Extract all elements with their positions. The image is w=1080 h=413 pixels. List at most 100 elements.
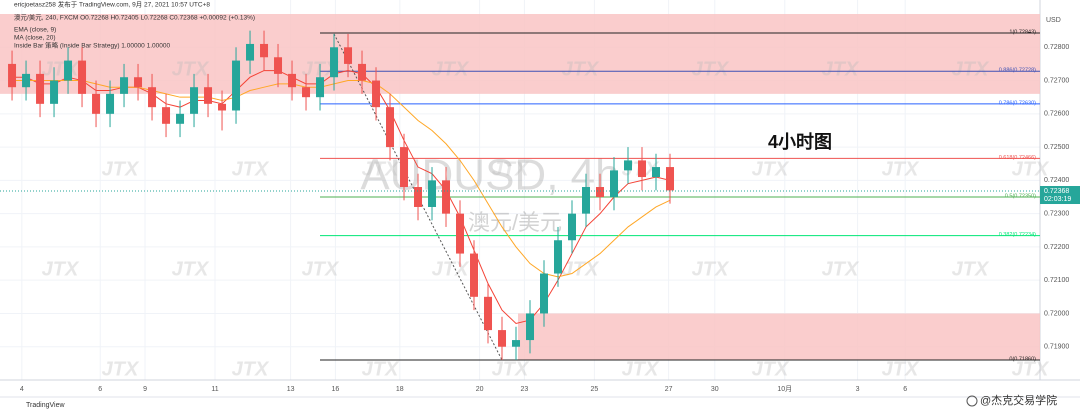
candle-body — [204, 87, 213, 104]
y-tick-label: 0.72300 — [1044, 210, 1069, 217]
x-tick-label: 9 — [143, 386, 147, 393]
candle-body — [330, 47, 339, 78]
fib-label: 0.786(0.72630) — [999, 100, 1036, 106]
candle-body — [134, 77, 143, 88]
last-price-tag — [1040, 186, 1080, 205]
credit: @杰克交易学院 — [980, 393, 1057, 407]
fib-label: 0.618(0.72466) — [999, 155, 1036, 161]
zone — [0, 14, 1040, 94]
candle-body — [50, 80, 59, 104]
header: 澳元/美元, 240, FXCM O0.72268 H0.72405 L0.72… — [14, 13, 255, 22]
candle-body — [344, 47, 353, 64]
candle-body — [246, 43, 255, 61]
x-tick-label: 23 — [521, 386, 529, 393]
candle-body — [316, 77, 325, 98]
candle-body — [526, 313, 535, 341]
x-tick-label: 11 — [211, 386, 218, 393]
plot-base — [0, 0, 1080, 398]
legend-line: EMA (close, 9) — [14, 27, 56, 34]
candle-body — [260, 43, 269, 58]
candle-body — [610, 170, 619, 197]
author: ericjoetasz258 发布于 TradingView.com, 9月 2… — [14, 0, 210, 9]
candle-body — [106, 93, 115, 114]
watermark: JTX — [822, 58, 860, 80]
candle-body — [120, 77, 129, 94]
candle-body — [190, 87, 199, 114]
candle-body — [386, 107, 395, 148]
candle-body — [498, 330, 507, 347]
candle-body — [512, 340, 521, 347]
y-tick-label: 0.72500 — [1044, 144, 1069, 151]
fib-label: 0.886(0.72728) — [999, 68, 1036, 74]
credit-icon — [966, 395, 978, 407]
candle-body — [64, 60, 73, 81]
currency: USD — [1046, 17, 1061, 24]
y-tick-label: 0.72100 — [1044, 277, 1069, 284]
candle-body — [484, 296, 493, 331]
candle-body — [638, 160, 647, 178]
watermark: JTX — [882, 158, 920, 180]
countdown: 02:03:19 — [1044, 196, 1071, 203]
watermark: JTX — [302, 258, 340, 280]
candle-body — [302, 87, 311, 98]
candle-body — [414, 187, 423, 207]
candle-body — [666, 167, 675, 191]
fib-label: 0.382(0.72234) — [999, 232, 1036, 238]
watermark: JTX — [952, 258, 990, 280]
candle-body — [540, 273, 549, 314]
x-tick-label: 13 — [287, 386, 295, 393]
legend-line: MA (close, 20) — [14, 35, 56, 42]
legend-line: Inside Bar 策略 (Inside Bar Strategy) 1.00… — [14, 41, 170, 50]
x-tick-label: 18 — [396, 386, 404, 393]
candle-body — [568, 213, 577, 241]
watermark: JTX — [882, 358, 920, 380]
watermark: JTX — [1012, 358, 1050, 380]
x-tick-label: 3 — [856, 386, 860, 393]
y-tick-label: 0.71900 — [1044, 344, 1069, 351]
candle-body — [22, 73, 31, 88]
candle-body — [36, 73, 45, 104]
y-tick-label: 0.72400 — [1044, 177, 1069, 184]
watermark: JTX — [362, 358, 400, 380]
watermark: JTX — [692, 58, 730, 80]
y-tick-label: 0.72800 — [1044, 44, 1069, 51]
watermark: JTX — [172, 258, 210, 280]
candle-body — [582, 187, 591, 214]
x-tick-label: 16 — [332, 386, 340, 393]
candle-body — [162, 107, 171, 124]
candle-body — [8, 63, 17, 88]
candle-body — [554, 240, 563, 274]
candle-body — [652, 167, 661, 178]
candle-body — [470, 253, 479, 297]
watermark: JTX — [42, 258, 80, 280]
watermark: JTX — [362, 158, 400, 180]
watermark: JTX — [232, 158, 270, 180]
candle-body — [372, 80, 381, 108]
x-tick-label: 27 — [665, 386, 673, 393]
candle-body — [428, 180, 437, 207]
fib-label: 1(0.72843) — [1009, 29, 1036, 35]
watermark: JTX — [492, 358, 530, 380]
brand: TradingView — [26, 402, 65, 409]
annotation: 4小时图 — [768, 132, 832, 152]
y-tick-label: 0.72600 — [1044, 111, 1069, 118]
candle-body — [274, 57, 283, 74]
x-tick-label: 10月 — [777, 385, 792, 393]
last-price-label: 0.72368 — [1044, 188, 1069, 195]
x-tick-label: 4 — [20, 386, 24, 393]
watermark: JTX — [952, 58, 990, 80]
candle-body — [288, 73, 297, 88]
candle-body — [624, 160, 633, 171]
candle-body — [596, 187, 605, 197]
watermark: JTX — [822, 258, 860, 280]
watermark: JTX — [562, 258, 600, 280]
watermark: JTX — [752, 158, 790, 180]
watermark: JTX — [432, 258, 470, 280]
y-tick-label: 0.72200 — [1044, 244, 1069, 251]
watermark: JTX — [102, 358, 140, 380]
candle-body — [92, 93, 101, 114]
candle-body — [148, 87, 157, 108]
y-tick-label: 0.72000 — [1044, 310, 1069, 317]
watermark: JTX — [42, 58, 80, 80]
